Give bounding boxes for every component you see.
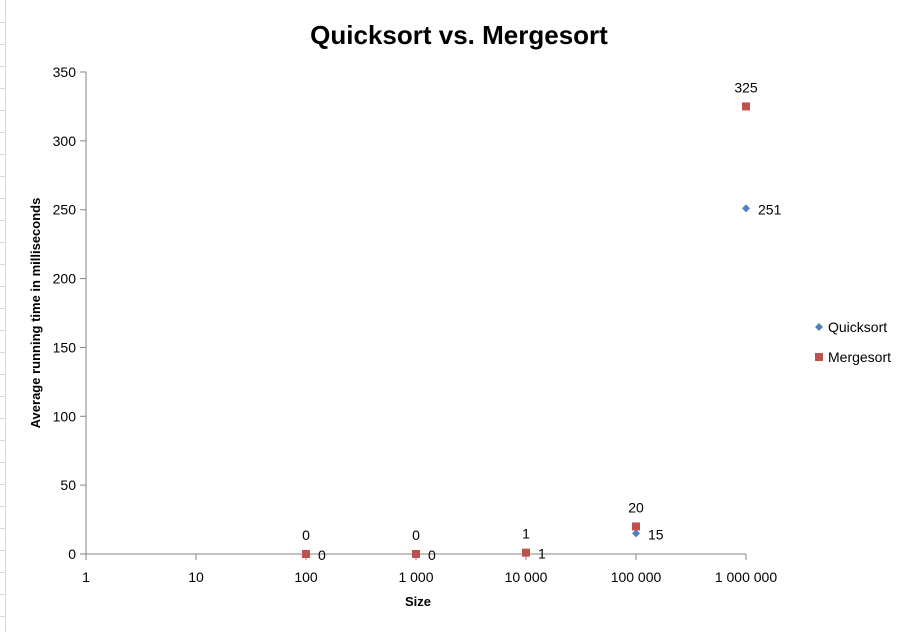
legend-mergesort-label: Mergesort xyxy=(828,349,891,365)
sheet-gridline xyxy=(0,506,6,507)
quicksort-point xyxy=(742,204,750,213)
legend-mergesort-marker xyxy=(815,353,823,361)
axes xyxy=(85,72,746,555)
sheet-gridline xyxy=(0,132,6,133)
quicksort-data-label: 0 xyxy=(428,547,436,563)
y-tick-label: 350 xyxy=(53,64,77,80)
x-axis-title: Size xyxy=(405,594,431,609)
chart-title: Quicksort vs. Mergesort xyxy=(310,20,608,50)
quicksort-point xyxy=(632,529,640,538)
sheet-gridline xyxy=(0,396,6,397)
y-tick-label: 250 xyxy=(53,202,77,218)
sheet-gridline xyxy=(0,110,6,111)
y-axis-ticks: 0 50 100 150 200 250 300 350 xyxy=(53,64,86,562)
mergesort-point xyxy=(742,102,750,111)
sheet-gridline xyxy=(0,154,6,155)
sheet-gridline xyxy=(0,594,6,595)
chart-area[interactable]: Quicksort vs. Mergesort Average running … xyxy=(6,0,917,632)
sheet-gridline xyxy=(0,264,6,265)
mergesort-data-label: 1 xyxy=(522,526,530,542)
sheet-gridline xyxy=(0,286,6,287)
y-tick-label: 300 xyxy=(53,133,77,149)
y-tick-label: 200 xyxy=(53,271,77,287)
sheet-gridline xyxy=(0,88,6,89)
sheet-gridline xyxy=(0,550,6,551)
sheet-gridline xyxy=(0,484,6,485)
sheet-gridline xyxy=(0,616,6,617)
quicksort-data-label: 251 xyxy=(758,201,782,217)
mergesort-data-label: 0 xyxy=(412,527,420,543)
y-tick-label: 50 xyxy=(60,477,76,493)
x-tick-label: 10 xyxy=(188,569,204,585)
sheet-gridline xyxy=(0,22,6,23)
mergesort-point xyxy=(412,550,420,558)
quicksort-data-label: 1 xyxy=(538,546,546,562)
sheet-gridline xyxy=(0,418,6,419)
mergesort-point xyxy=(632,522,640,531)
x-tick-label: 100 xyxy=(294,569,318,585)
x-tick-label: 1 000 000 xyxy=(715,569,777,585)
sheet-gridline xyxy=(0,220,6,221)
legend-quicksort-marker xyxy=(815,323,823,331)
mergesort-data-label: 325 xyxy=(734,79,758,95)
y-tick-label: 150 xyxy=(53,339,77,355)
sheet-gridline xyxy=(0,572,6,573)
sheet-gridline xyxy=(0,528,6,529)
data-points xyxy=(302,102,750,558)
sheet-gridline xyxy=(0,308,6,309)
sheet-gridline xyxy=(0,440,6,441)
x-tick-label: 10 000 xyxy=(505,569,548,585)
quicksort-data-label: 0 xyxy=(318,547,326,563)
sheet-gridline xyxy=(0,330,6,331)
legend[interactable]: Quicksort Mergesort xyxy=(815,319,891,365)
mergesort-data-label: 20 xyxy=(628,499,644,515)
scatter-chart: Quicksort vs. Mergesort Average running … xyxy=(28,20,891,609)
mergesort-point xyxy=(302,550,310,558)
y-tick-label: 100 xyxy=(53,408,77,424)
x-axis-ticks: 1 10 100 1 000 10 000 100 000 1 000 000 xyxy=(82,554,777,585)
mergesort-point xyxy=(522,548,530,557)
sheet-gridline xyxy=(0,198,6,199)
sheet-gridline xyxy=(0,44,6,45)
sheet-gridline xyxy=(0,176,6,177)
sheet-gridline xyxy=(0,374,6,375)
x-tick-label: 1 000 xyxy=(398,569,433,585)
sheet-gridline xyxy=(0,352,6,353)
x-tick-label: 100 000 xyxy=(611,569,662,585)
mergesort-data-label: 0 xyxy=(302,527,310,543)
legend-quicksort-label: Quicksort xyxy=(828,319,887,335)
y-axis-title: Average running time in milliseconds xyxy=(28,198,43,429)
quicksort-data-label: 15 xyxy=(648,526,664,542)
sheet-gridline xyxy=(0,242,6,243)
x-tick-label: 1 xyxy=(82,569,90,585)
y-tick-label: 0 xyxy=(68,546,76,562)
sheet-gridline xyxy=(0,462,6,463)
sheet-gridline xyxy=(5,0,6,632)
sheet-gridline xyxy=(0,66,6,67)
